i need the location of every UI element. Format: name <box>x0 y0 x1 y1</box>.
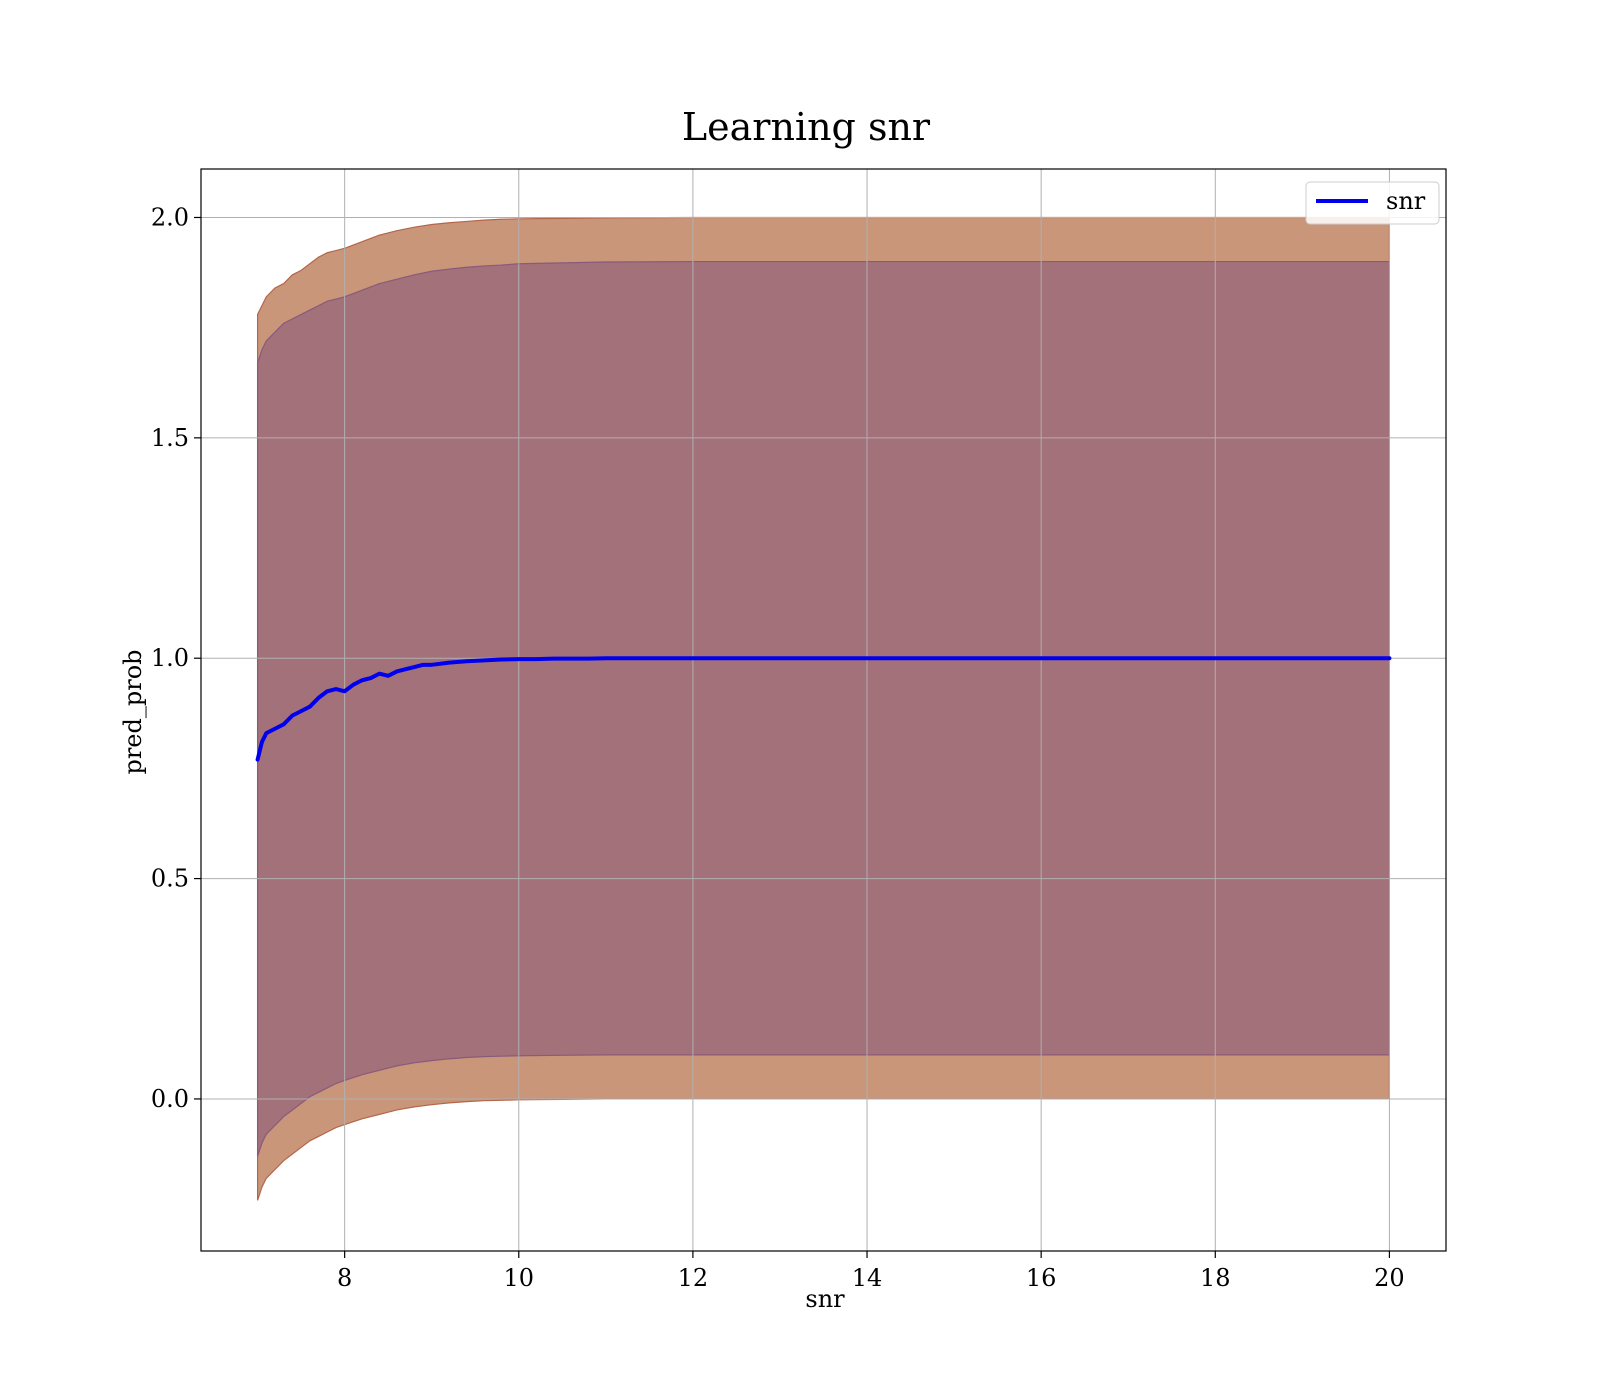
y-tick-label-0.5: 0.5 <box>151 865 189 893</box>
y-tick-label-1.5: 1.5 <box>151 424 189 452</box>
x-tick-label-8: 8 <box>337 1264 352 1292</box>
x-tick-label-18: 18 <box>1200 1264 1231 1292</box>
bands-layer <box>256 216 1391 1201</box>
x-tick-label-14: 14 <box>852 1264 883 1292</box>
plot-frame <box>200 168 1447 1252</box>
line-layer <box>255 656 1392 762</box>
x-tick-label-20: 20 <box>1374 1264 1405 1292</box>
x-tick-label-12: 12 <box>678 1264 709 1292</box>
grid-layer <box>201 169 1446 1251</box>
ticks-layer: 8 10 12 14 16 18 20 0.0 0.5 1.0 1.5 2.0 <box>151 203 1405 1292</box>
legend-label-snr: snr <box>1386 187 1426 215</box>
legend: snr <box>1305 181 1440 225</box>
y-axis-label: pred_prob <box>119 649 147 774</box>
chart-title: Learning snr <box>682 105 931 149</box>
x-tick-label-10: 10 <box>504 1264 535 1292</box>
legend-box <box>1305 181 1440 225</box>
confidence-band-2 <box>256 260 1391 1157</box>
y-tick-label-0: 0.0 <box>151 1085 189 1113</box>
y-tick-label-1: 1.0 <box>151 644 189 672</box>
x-tick-label-16: 16 <box>1026 1264 1057 1292</box>
x-axis-label: snr <box>805 1285 845 1313</box>
series-line-snr <box>255 656 1392 762</box>
y-tick-label-2: 2.0 <box>151 203 189 231</box>
